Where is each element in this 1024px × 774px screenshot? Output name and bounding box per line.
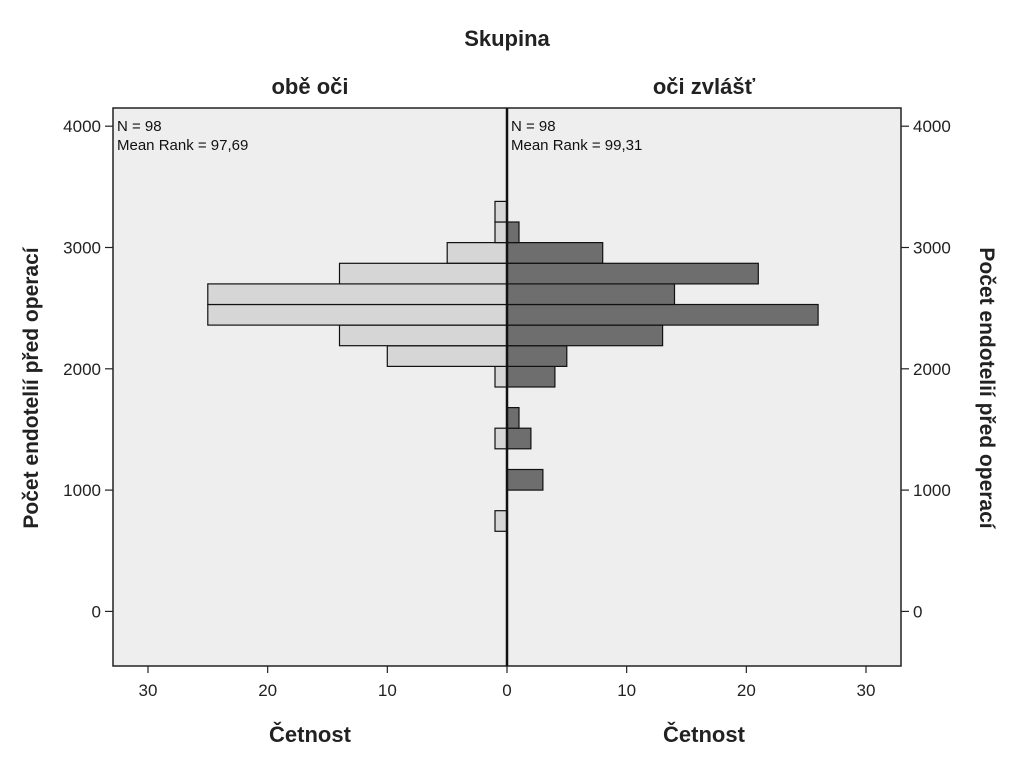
x-tick-label-2: 10: [378, 681, 397, 700]
bar-right-5: [506, 324, 664, 347]
stat-n-right: N = 98: [511, 118, 556, 135]
panel-title-left: obě oči: [271, 74, 348, 99]
bar-right-0: [506, 468, 544, 491]
x-tick-label-5: 20: [737, 681, 756, 700]
bar-right-2: [506, 407, 520, 429]
bar-right-1: [506, 427, 532, 450]
bar-left-8: [446, 242, 508, 264]
y-tick-label-right-1: 1000: [913, 481, 951, 500]
bar-left-2: [494, 365, 508, 388]
y-tick-label-right-3: 3000: [913, 239, 951, 258]
bar-right-9: [506, 242, 604, 264]
bars-left-group: [207, 200, 508, 532]
bar-left-5: [207, 303, 508, 326]
stat-n-left: N = 98: [117, 118, 162, 135]
y-tick-label-left-0: 0: [92, 602, 101, 621]
y-axis-ticks: 0 0 1000 1000 2000 2000 3000 3000 4000 4000: [63, 117, 951, 621]
chart-title: Skupina: [464, 26, 550, 51]
y-tick-label-left-4: 4000: [63, 117, 101, 136]
bar-right-6: [506, 303, 819, 326]
y-tick-label-left-1: 1000: [63, 481, 101, 500]
x-tick-label-0: 30: [139, 681, 158, 700]
bar-right-8: [506, 262, 759, 285]
y-tick-label-right-0: 0: [913, 602, 922, 621]
x-tick-label-1: 20: [258, 681, 277, 700]
bar-left-6: [207, 283, 508, 306]
x-axis-label-right: Četnost: [663, 722, 746, 747]
bar-left-0: [494, 510, 508, 532]
bar-left-7: [338, 262, 508, 285]
x-tick-label-3: 0: [502, 681, 511, 700]
bar-right-10: [506, 221, 520, 244]
stat-mean-rank-right: Mean Rank = 99,31: [511, 137, 642, 154]
x-tick-label-6: 30: [857, 681, 876, 700]
bar-left-9: [494, 221, 508, 244]
y-axis-label-right: Počet endotelií před operací: [975, 247, 998, 529]
stat-mean-rank-left: Mean Rank = 97,69: [117, 137, 248, 154]
bar-left-1: [494, 427, 508, 450]
x-tick-label-4: 10: [617, 681, 636, 700]
x-axis-label-left: Četnost: [269, 722, 352, 747]
panel-title-right: oči zvlášť: [653, 74, 756, 99]
y-tick-label-right-2: 2000: [913, 360, 951, 379]
y-axis-label-left: Počet endotelií před operací: [20, 246, 43, 528]
bar-left-3: [386, 345, 508, 367]
x-axis-ticks: 30 20 10 0 10 20 30: [139, 666, 876, 700]
y-tick-label-left-2: 2000: [63, 360, 101, 379]
bar-right-3: [506, 365, 556, 388]
bar-left-4: [338, 324, 508, 347]
y-tick-label-right-4: 4000: [913, 117, 951, 136]
y-tick-label-left-3: 3000: [63, 239, 101, 258]
bar-right-7: [506, 283, 676, 306]
bar-right-4: [506, 345, 568, 367]
bar-left-10: [494, 200, 508, 223]
